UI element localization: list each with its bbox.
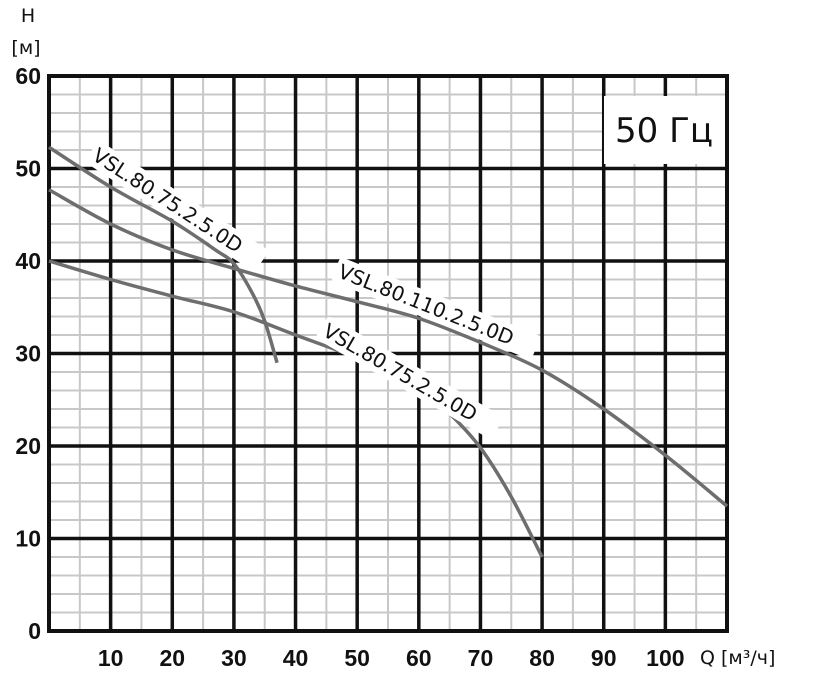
- y-tick-label: 60: [15, 63, 41, 89]
- x-tick-label: 80: [529, 645, 555, 671]
- x-axis-label: Q [м³/ч]: [700, 647, 775, 669]
- y-axis-unit: [м]: [11, 37, 40, 59]
- y-axis-label: H: [21, 5, 35, 27]
- plot-frame: [47, 74, 729, 633]
- y-tick-label: 40: [15, 248, 41, 274]
- y-tick-label: 10: [15, 526, 41, 552]
- x-tick-label: 60: [406, 645, 432, 671]
- series-line-2: [48, 188, 729, 508]
- series-label-bg: [316, 317, 503, 439]
- x-tick-label: 90: [591, 645, 617, 671]
- x-tick-label: 10: [98, 645, 124, 671]
- x-tick-label: 70: [468, 645, 494, 671]
- x-tick-label: 40: [283, 645, 309, 671]
- series-label-bg: [332, 258, 540, 359]
- x-tick-label: 30: [221, 645, 247, 671]
- y-tick-label: 0: [28, 618, 41, 644]
- x-tick-label: 20: [159, 645, 185, 671]
- y-tick-label: 30: [15, 341, 41, 367]
- y-tick-label: 50: [15, 156, 41, 182]
- y-tick-label: 20: [15, 433, 41, 459]
- chart-title: 50 Гц: [615, 111, 713, 151]
- series-label-bg: [85, 141, 268, 271]
- title-box: [604, 96, 725, 164]
- series-line-1: [48, 145, 279, 364]
- x-tick-label: 100: [646, 645, 684, 671]
- x-tick-label: 50: [344, 645, 370, 671]
